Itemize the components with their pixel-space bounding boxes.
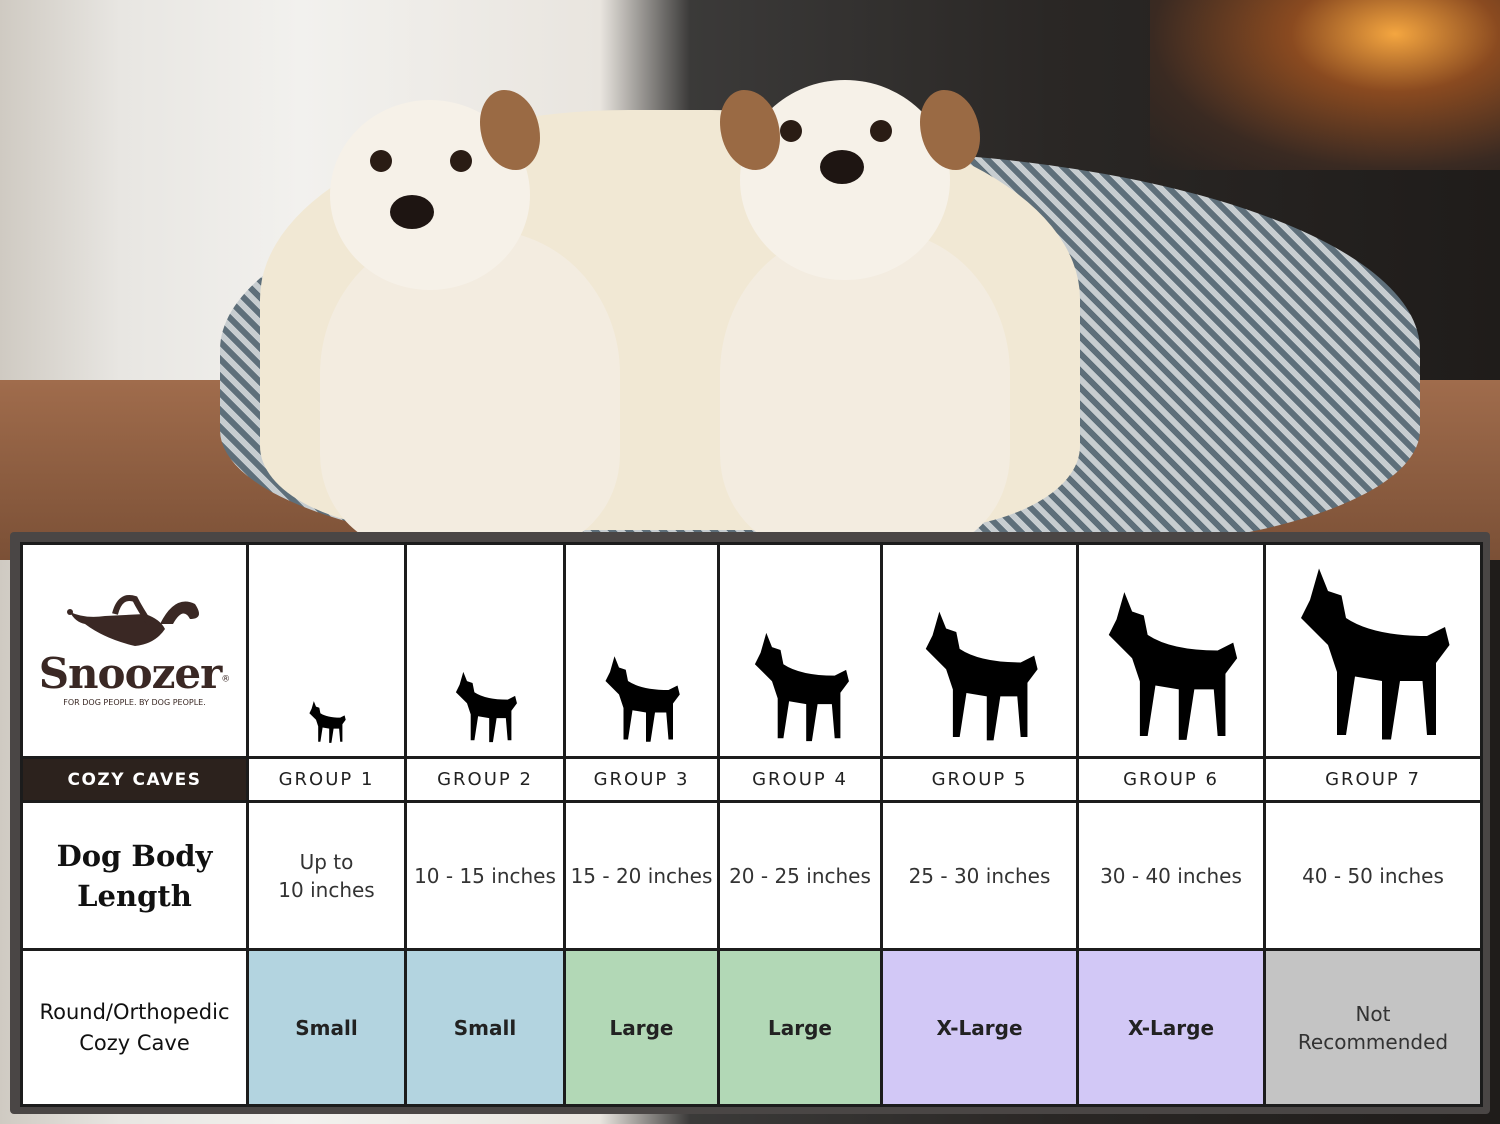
product-photo [0,0,1500,560]
bed-size-value: Not Recommended [1263,948,1483,1107]
body-length-value: 10 - 15 inches [404,800,566,951]
shiba-silhouette-icon [754,632,849,742]
golden-retriever-silhouette-icon [925,611,1038,741]
bed-type-header: Round/Orthopedic Cozy Cave [20,948,249,1107]
bed-size-value: X-Large [880,948,1079,1107]
group-label: GROUP 3 [563,756,720,803]
bed-size-value: X-Large [1076,948,1266,1107]
group-label: GROUP 1 [246,756,407,803]
group-label: GROUP 6 [1076,756,1266,803]
dog-body-length-header: Dog Body Length [20,800,249,951]
dog-silhouette-cell [1263,542,1483,759]
bed-size-value: Small [246,948,407,1107]
fireplace [1150,0,1500,170]
product-line-label: COZY CAVES [20,756,249,803]
body-length-value: 15 - 20 inches [563,800,720,951]
pomeranian-silhouette-icon [455,671,517,743]
body-length-value: 40 - 50 inches [1263,800,1483,951]
dog-silhouette-cell [563,542,720,759]
group-label: GROUP 4 [717,756,883,803]
group-label: GROUP 5 [880,756,1079,803]
body-length-value: 25 - 30 inches [880,800,1079,951]
body-length-value: 30 - 40 inches [1076,800,1266,951]
registered-mark: ® [221,674,231,685]
brand-tagline: FOR DOG PEOPLE. BY DOG PEOPLE. [63,698,206,707]
doberman-silhouette-icon [1108,592,1238,740]
size-chart: Snoozer® FOR DOG PEOPLE. BY DOG PEOPLE. … [20,542,1483,1107]
snoozer-dog-logo-icon [66,595,199,646]
body-length-value: Up to 10 inches [246,800,407,951]
bed-size-value: Large [563,948,720,1107]
brand-name: Snoozer [38,649,223,698]
boston-terrier-silhouette-icon [605,656,680,742]
dog-silhouette-cell [404,542,566,759]
dog-left [320,90,620,550]
bed-size-value: Large [717,948,883,1107]
great-dane-silhouette-icon [1301,568,1450,740]
dog-silhouette-cell [246,542,407,759]
brand-logo: Snoozer® FOR DOG PEOPLE. BY DOG PEOPLE. [20,542,249,759]
dog-silhouette-cell [1076,542,1266,759]
group-label: GROUP 7 [1263,756,1483,803]
bed-size-value: Small [404,948,566,1107]
body-length-value: 20 - 25 inches [717,800,883,951]
group-label: GROUP 2 [404,756,566,803]
dog-silhouette-cell [880,542,1079,759]
dog-silhouette-cell [717,542,883,759]
chihuahua-silhouette-icon [308,701,346,743]
dog-right [720,80,1010,550]
